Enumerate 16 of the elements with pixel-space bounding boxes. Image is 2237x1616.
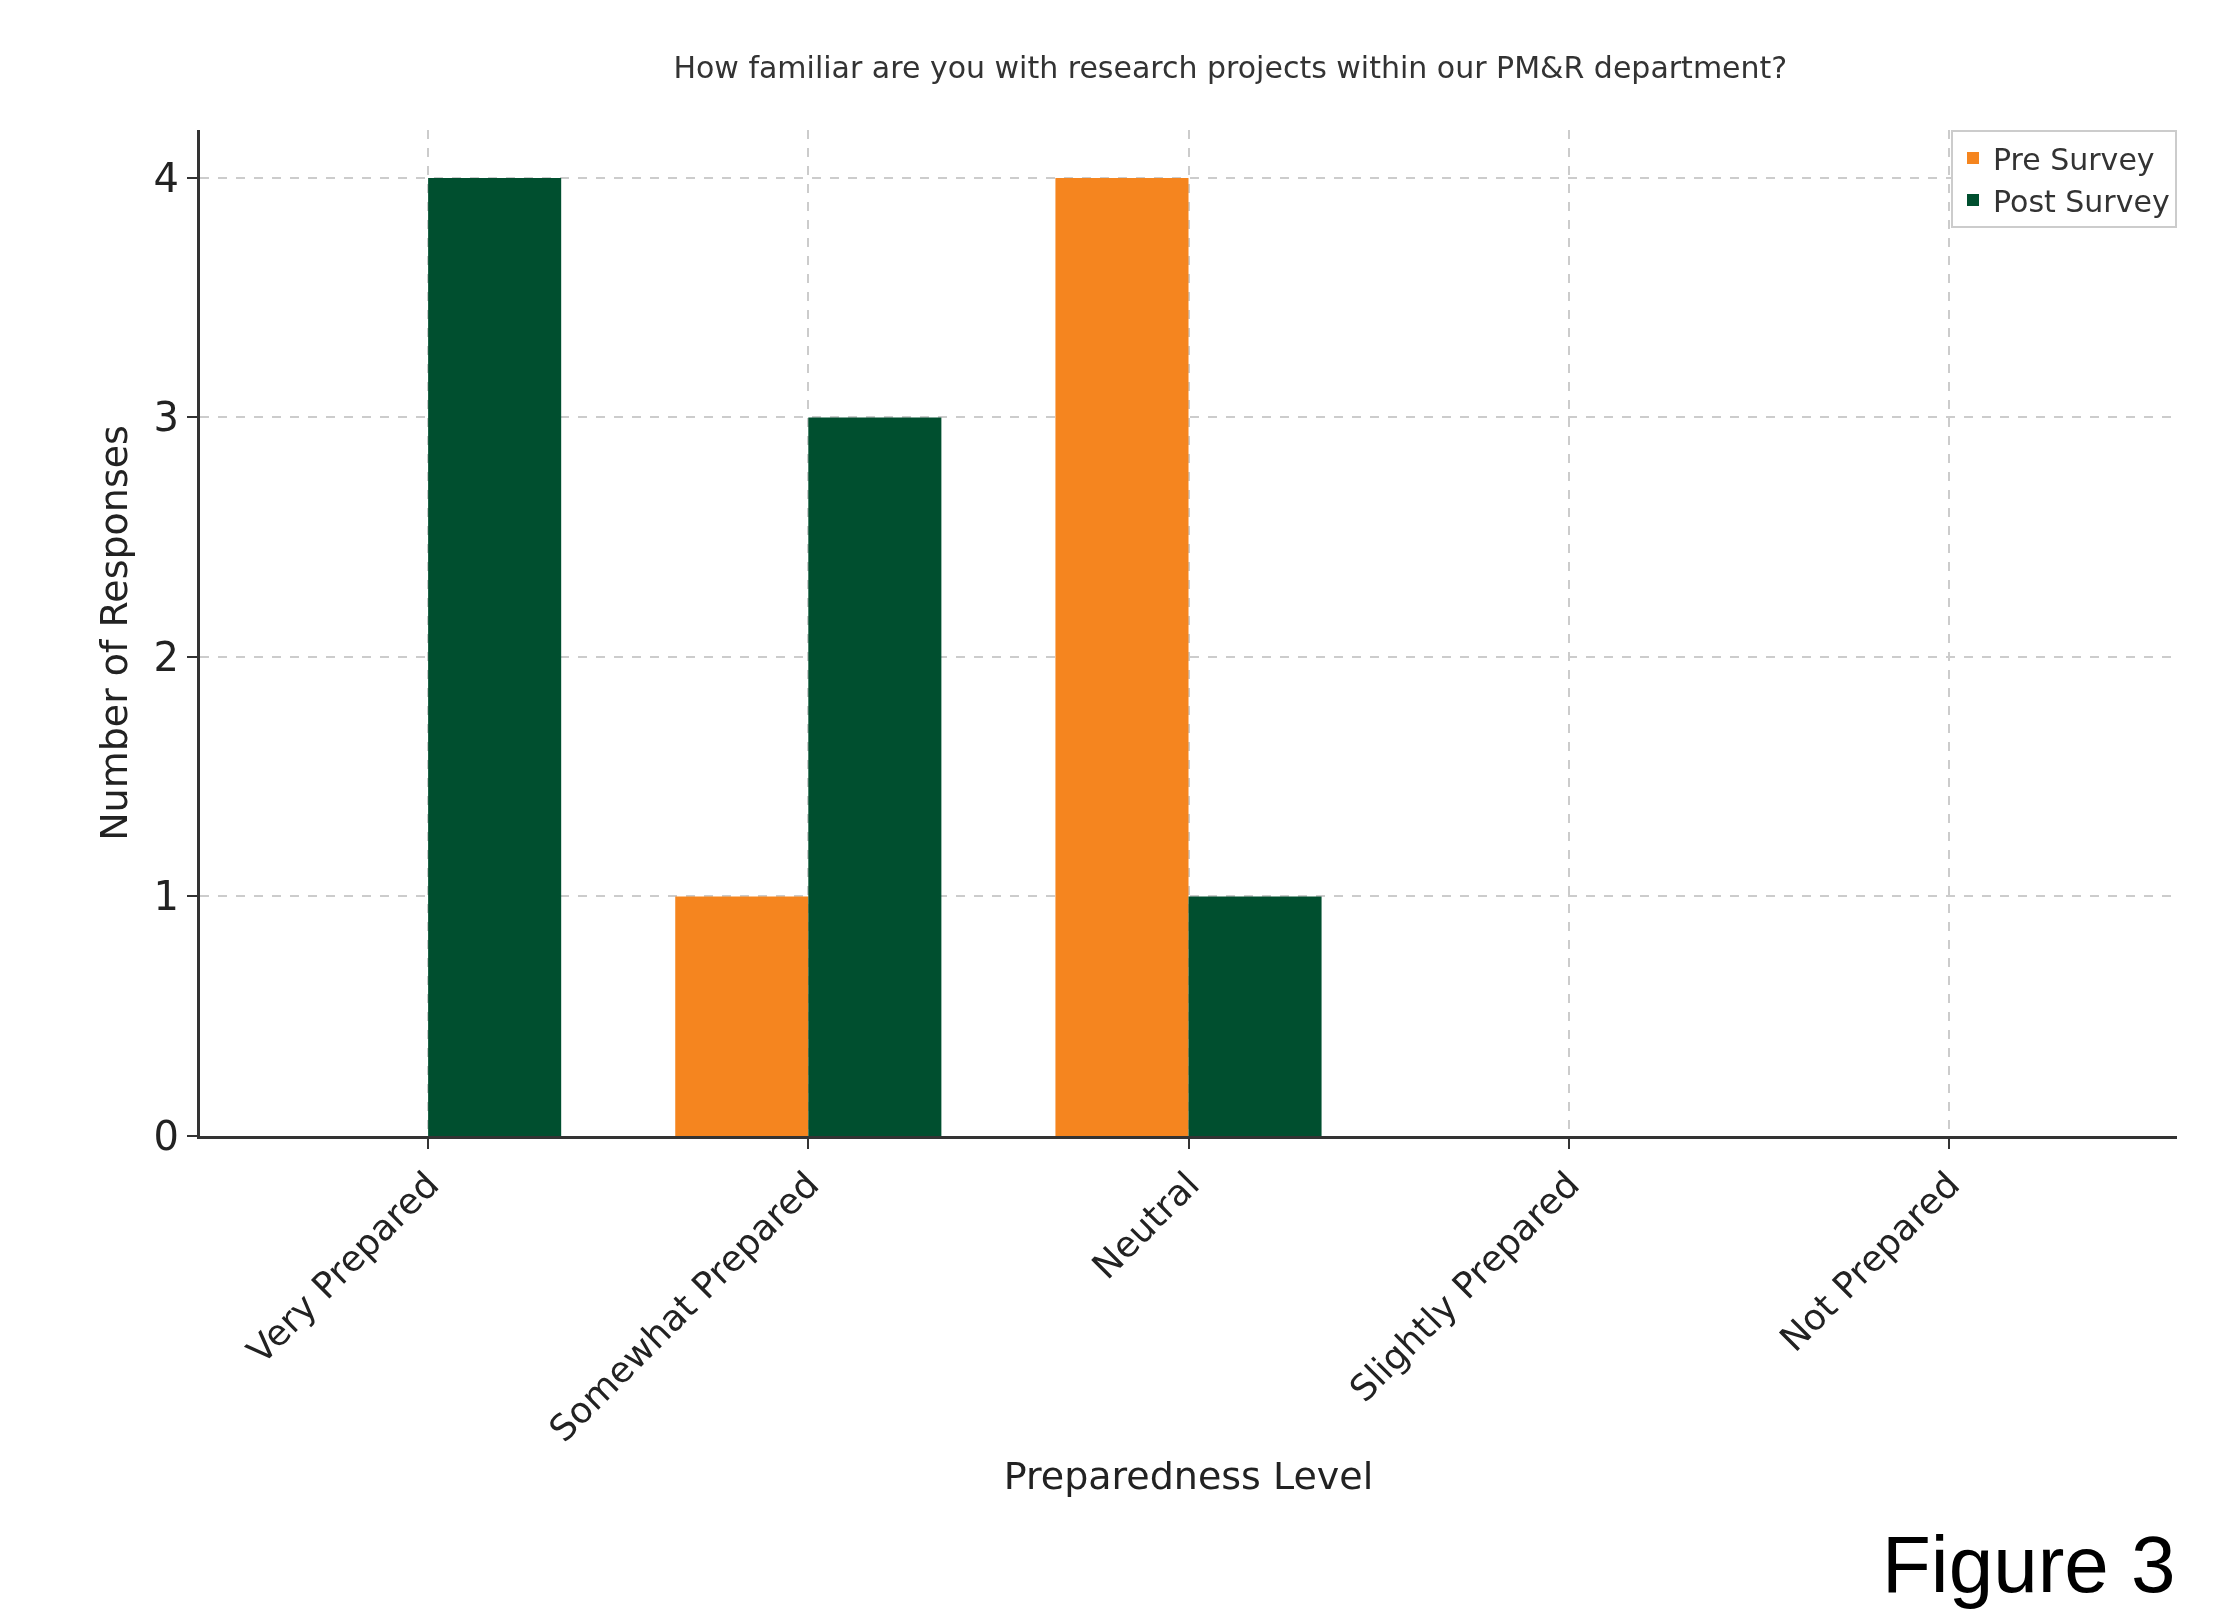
bar bbox=[428, 177, 562, 1136]
bar bbox=[675, 896, 809, 1136]
y-tick-label: 4 bbox=[153, 154, 179, 201]
y-tick-label: 2 bbox=[153, 633, 179, 680]
legend-label: Pre Survey bbox=[1993, 141, 2155, 177]
bar bbox=[1188, 896, 1322, 1136]
bar bbox=[808, 417, 942, 1136]
caption: Figure 3 bbox=[1882, 1520, 2176, 1609]
x-axis-title: Preparedness Level bbox=[1003, 1454, 1374, 1499]
chart-title: How familiar are you with research projects within our PM&R department? bbox=[673, 49, 1788, 85]
legend-label: Post Survey bbox=[1993, 183, 2170, 219]
bar bbox=[1055, 177, 1189, 1136]
y-tick-label: 1 bbox=[153, 873, 179, 920]
y-tick-label: 0 bbox=[153, 1113, 179, 1159]
y-axis-title: Number of Responses bbox=[91, 425, 136, 841]
y-tick-label: 3 bbox=[153, 394, 179, 441]
